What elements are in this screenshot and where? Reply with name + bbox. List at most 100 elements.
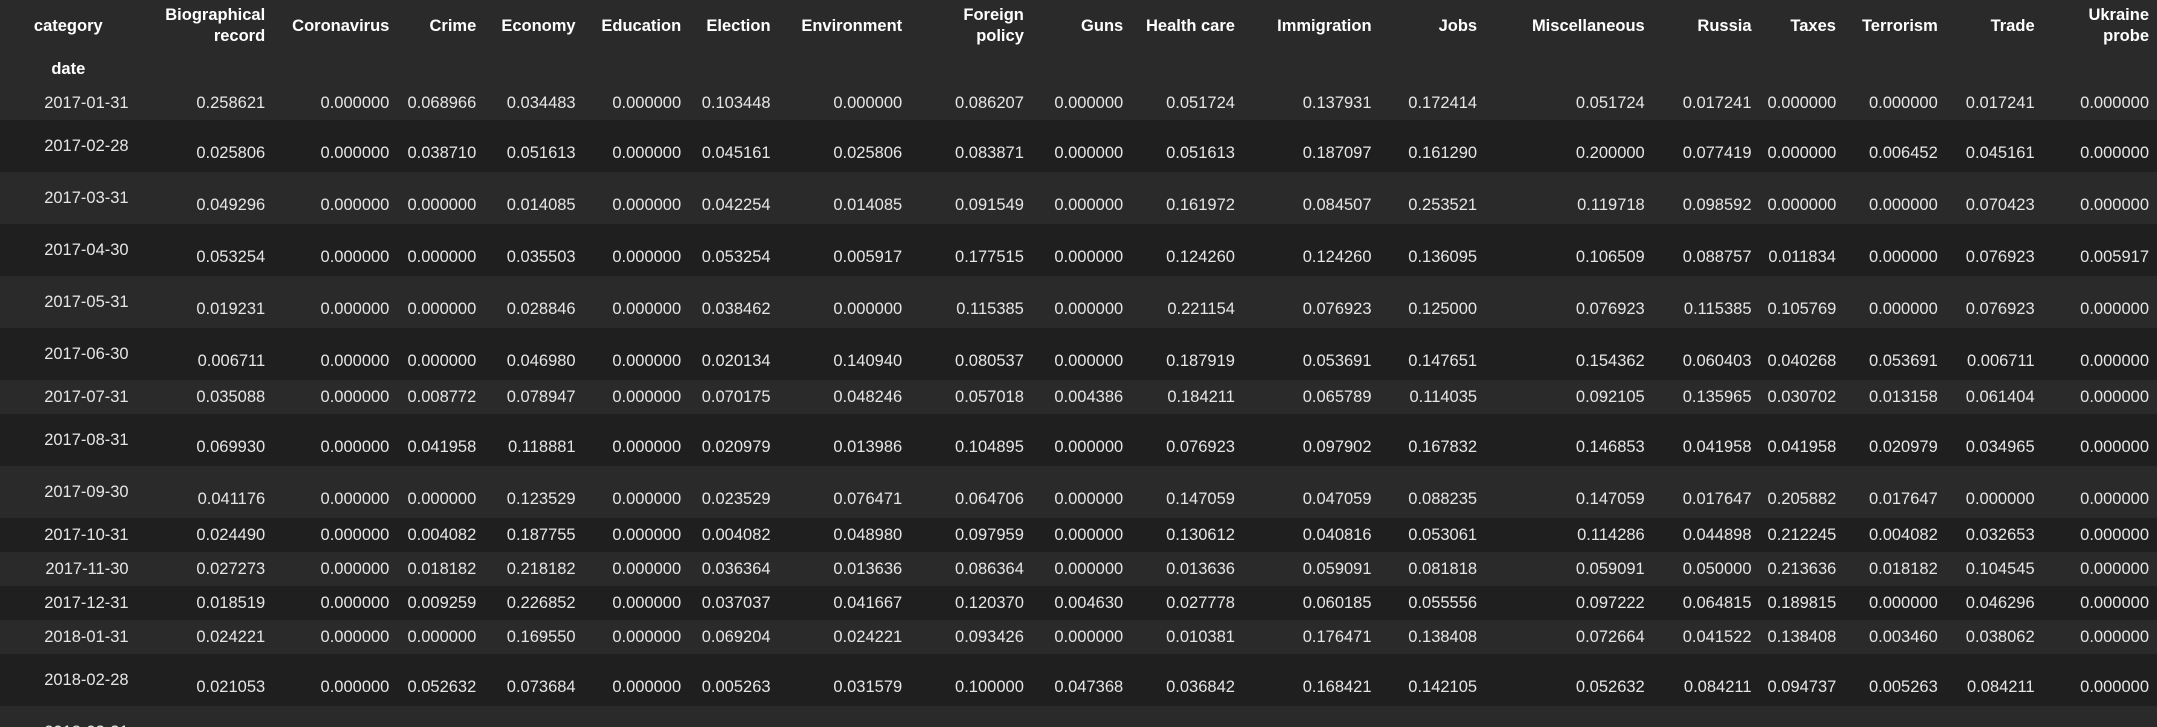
cell-election: 0.070175	[701, 387, 771, 406]
cell-taxes: 0.030702	[1767, 387, 1837, 406]
cell-foreign-policy: 0.083871	[955, 144, 1024, 162]
cell-ukraine-probe: 0.000000	[2080, 593, 2149, 612]
column-header-trade: Trade	[1990, 16, 2035, 35]
cell-terrorism: 0.013158	[1868, 387, 1938, 406]
cell-crime: 0.000000	[407, 490, 477, 508]
cell-guns: 0.000000	[1054, 300, 1124, 318]
cell-health-care: 0.147059	[1166, 490, 1235, 508]
cell-crime: 0.008772	[407, 387, 477, 406]
column-header-health-care: Health care	[1145, 16, 1235, 35]
column-header-miscellaneous: Miscellaneous	[1531, 16, 1645, 35]
cell-education: 0.000000	[612, 248, 682, 266]
cell-guns: 0.000000	[1054, 248, 1124, 266]
cell-health-care: 0.051613	[1166, 144, 1235, 162]
cell-foreign-policy: 0.100000	[955, 678, 1024, 696]
cell-environment: 0.013636	[833, 559, 903, 578]
cell-environment: 0.000000	[833, 93, 903, 112]
cell-jobs: 0.147651	[1408, 352, 1478, 370]
table-row: 2018-03-310.0115380.0000000.0615380.0461…	[0, 706, 2157, 727]
column-header-jobs: Jobs	[1438, 16, 1478, 35]
cell-election: 0.069204	[701, 627, 771, 646]
cell-terrorism: 0.000000	[1868, 248, 1938, 266]
table-row: 2017-01-31 0.258621 0.000000 0.068966 0.0344…	[0, 86, 2157, 120]
cell-economy: 0.034483	[506, 93, 576, 112]
cell-trade: 0.104545	[1965, 559, 2035, 578]
cell-miscellaneous: 0.059091	[1575, 559, 1645, 578]
cell-crime: 0.004082	[407, 525, 477, 544]
cell-foreign-policy: 0.097959	[955, 525, 1024, 544]
cell-immigration: 0.053691	[1302, 352, 1372, 370]
cell-biographical-record: 0.011538	[137, 706, 274, 727]
cell-crime: 0.041958	[407, 438, 477, 456]
cell-crime: 0.061538	[397, 706, 484, 727]
cell-foreign-policy: 0.091549	[955, 196, 1024, 214]
cell-immigration: 0.084507	[1302, 196, 1372, 214]
cell-health-care: 0.003846	[1131, 706, 1243, 727]
cell-terrorism: 0.053691	[1868, 352, 1938, 370]
cell-environment: 0.014085	[833, 196, 903, 214]
cell-coronavirus: 0.000000	[320, 593, 390, 612]
column-header-election: Election	[706, 16, 771, 35]
cell-jobs: 0.088235	[1408, 490, 1478, 508]
cell-election: 0.103448	[701, 93, 771, 112]
cell-health-care: 0.161972	[1166, 196, 1235, 214]
cell-ukraine-probe: 0.000000	[2080, 144, 2149, 162]
cell-guns: 0.004630	[1054, 593, 1124, 612]
column-header-education: Education	[601, 16, 682, 35]
cell-jobs: 0.136095	[1408, 248, 1478, 266]
cell-education: 0.000000	[612, 627, 682, 646]
cell-terrorism: 0.018182	[1868, 559, 1938, 578]
cell-guns: 0.000000	[1054, 196, 1124, 214]
column-header-economy: Economy	[501, 16, 576, 35]
cell-guns: 0.000000	[1054, 525, 1124, 544]
index-name-filler	[2043, 52, 2157, 86]
row-index-date: 2017-05-31	[44, 292, 129, 311]
cell-environment: 0.005917	[833, 248, 903, 266]
cell-immigration: 0.047059	[1302, 490, 1372, 508]
table-row: 2018-02-28 0.021053 0.000000 0.052632 0.0736…	[0, 654, 2157, 706]
cell-biographical-record: 0.024490	[196, 525, 266, 544]
cell-russia: 0.064815	[1682, 593, 1752, 612]
cell-crime: 0.000000	[407, 196, 477, 214]
cell-education: 0.000000	[612, 144, 682, 162]
cell-guns: 0.000000	[1054, 352, 1124, 370]
cell-jobs: 0.161290	[1408, 144, 1478, 162]
cell-trade: 0.034965	[1965, 438, 2035, 456]
cell-terrorism: 0.017647	[1868, 490, 1938, 508]
cell-economy: 0.046980	[506, 352, 576, 370]
cell-immigration: 0.040816	[1302, 525, 1372, 544]
column-header-row: category Biographical record Coronavirus C…	[0, 0, 2157, 52]
cell-economy: 0.118881	[508, 438, 576, 456]
cell-trade: 0.032653	[1965, 525, 2035, 544]
cell-taxes: 0.000000	[1767, 144, 1837, 162]
column-header-guns: Guns	[1081, 16, 1124, 35]
cell-foreign-policy: 0.115385	[956, 300, 1024, 318]
cell-coronavirus: 0.000000	[320, 490, 390, 508]
row-index-date: 2017-12-31	[44, 593, 129, 612]
cell-biographical-record: 0.024221	[196, 627, 266, 646]
table-row: 2017-08-31 0.069930 0.000000 0.041958 0.1188…	[0, 414, 2157, 466]
table-body: 2017-01-31 0.258621 0.000000 0.068966 0.0344…	[0, 86, 2157, 727]
index-name-filler	[273, 52, 397, 86]
cell-terrorism: 0.020979	[1868, 438, 1938, 456]
cell-economy: 0.046154	[484, 706, 583, 727]
cell-terrorism: 0.006452	[1868, 144, 1938, 162]
row-index-date: 2017-07-31	[44, 387, 129, 406]
cell-jobs: 0.114035	[1409, 387, 1478, 406]
cell-election: 0.023529	[701, 490, 771, 508]
index-name-filler	[1946, 52, 2043, 86]
cell-education: 0.003846	[584, 706, 690, 727]
cell-economy: 0.035503	[506, 248, 576, 266]
cell-biographical-record: 0.049296	[196, 196, 266, 214]
cell-jobs: 0.081818	[1408, 559, 1478, 578]
cell-crime: 0.009259	[407, 593, 477, 612]
cell-guns: 0.000000	[1054, 559, 1124, 578]
cell-health-care: 0.221154	[1167, 300, 1235, 318]
cell-health-care: 0.051724	[1166, 93, 1235, 112]
cell-health-care: 0.010381	[1166, 627, 1235, 646]
cell-biographical-record: 0.021053	[196, 678, 266, 696]
cell-health-care: 0.076923	[1166, 438, 1235, 456]
cell-trade: 0.076923	[1965, 300, 2035, 318]
cell-foreign-policy: 0.086207	[955, 93, 1024, 112]
